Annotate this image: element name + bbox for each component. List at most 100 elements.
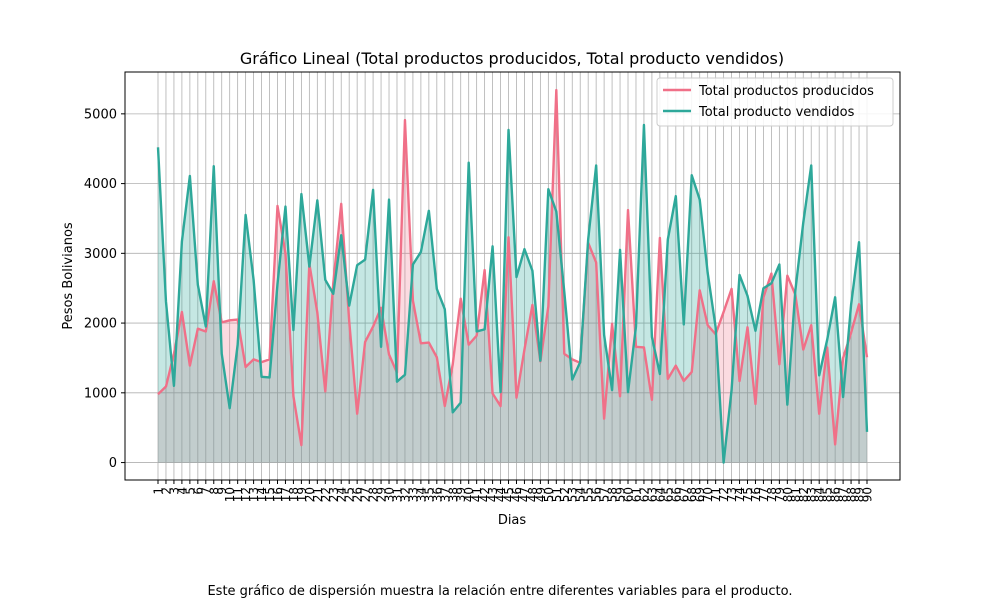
x-tick-label: 66 (669, 487, 683, 502)
x-tick-label: 46 (510, 487, 524, 502)
x-tick-label: 64 (653, 487, 667, 502)
x-tick-label: 6 (191, 487, 205, 495)
series-lines (156, 88, 869, 464)
x-tick-label: 29 (375, 487, 389, 502)
x-tick-label: 36 (430, 487, 444, 502)
series-area-1 (158, 90, 867, 463)
x-tick-label: 33 (406, 487, 420, 502)
legend-box (656, 77, 894, 127)
x-tick-label: 50 (542, 487, 556, 502)
x-tick-label: 38 (446, 487, 460, 502)
x-tick-label: 35 (422, 487, 436, 502)
x-tick-label: 76 (749, 487, 763, 502)
x-tick-label: 34 (414, 487, 428, 502)
series-line-1 (157, 88, 869, 447)
x-tick-label: 52 (558, 487, 572, 502)
x-tick-label: 72 (717, 487, 731, 502)
x-tick-label: 70 (701, 487, 715, 502)
x-tick-label: 79 (773, 487, 787, 502)
x-tick-label: 89 (853, 487, 867, 502)
line-chart: Gráfico Lineal (Total productos producid… (61, 49, 901, 528)
x-tick-label: 10 (223, 487, 237, 502)
y-tick-label: 1000 (84, 386, 117, 401)
x-tick-label: 80 (781, 487, 795, 502)
x-tick-label: 54 (574, 487, 588, 502)
x-tick-label: 8 (207, 487, 221, 495)
x-tick-label: 71 (709, 487, 723, 502)
x-tick-label: 51 (550, 487, 564, 502)
x-tick-label: 17 (279, 487, 293, 502)
x-tick-label: 13 (247, 487, 261, 502)
x-tick-label: 25 (343, 487, 357, 502)
x-tick-label: 1 (152, 487, 166, 495)
x-tick-label: 67 (677, 487, 691, 502)
x-tick-label: 85 (821, 487, 835, 502)
y-tick-label: 2000 (84, 317, 117, 332)
x-tick-label: 82 (797, 487, 811, 502)
x-tick-label: 11 (231, 487, 245, 502)
x-tick-label: 90 (861, 487, 875, 502)
x-tick-label: 32 (398, 487, 412, 502)
x-tick-label: 12 (239, 487, 253, 502)
y-axis-ticks: 0 1000 2000 3000 4000 5000 (84, 107, 125, 471)
x-tick-label: 73 (725, 487, 739, 502)
x-tick-label: 26 (351, 487, 365, 502)
x-tick-label: 61 (629, 487, 643, 502)
x-tick-label: 15 (263, 487, 277, 502)
series-line-2 (156, 123, 869, 464)
y-tick-label: 5000 (84, 107, 117, 122)
x-tick-label: 21 (311, 487, 325, 502)
x-tick-label: 77 (757, 487, 771, 502)
x-tick-label: 69 (693, 487, 707, 502)
x-tick-label: 60 (622, 487, 636, 502)
x-tick-label: 55 (582, 487, 596, 502)
y-axis-label: Pesos Bolivianos (61, 222, 76, 330)
x-tick-label: 62 (637, 487, 651, 502)
x-tick-label: 2 (159, 487, 173, 495)
x-tick-label: 58 (606, 487, 620, 502)
legend: Total productos producidos Total producto… (656, 77, 894, 127)
x-tick-label: 22 (319, 487, 333, 502)
x-axis-label: Dias (498, 513, 527, 528)
x-tick-label: 9 (215, 487, 229, 495)
x-tick-label: 45 (502, 487, 516, 502)
x-tick-label: 37 (438, 487, 452, 502)
x-tick-label: 83 (805, 487, 819, 502)
x-tick-label: 5 (183, 487, 197, 495)
x-tick-label: 74 (733, 487, 747, 502)
x-tick-label: 16 (271, 487, 285, 502)
x-tick-label: 18 (287, 487, 301, 502)
x-tick-label: 88 (845, 487, 859, 502)
x-tick-label: 27 (359, 487, 373, 502)
x-tick-label: 68 (685, 487, 699, 502)
x-tick-label: 20 (303, 487, 317, 502)
x-tick-label: 81 (789, 487, 803, 502)
chart-caption: Este gráfico de dispersión muestra la re… (207, 584, 793, 599)
x-tick-label: 57 (598, 487, 612, 502)
chart-title: Gráfico Lineal (Total productos producid… (240, 49, 784, 68)
y-tick-label: 4000 (84, 177, 117, 192)
x-tick-label: 7 (199, 487, 213, 495)
x-tick-label: 87 (837, 487, 851, 502)
x-tick-label: 78 (765, 487, 779, 502)
x-tick-label: 3 (167, 487, 181, 495)
series-areas (158, 90, 867, 463)
plot-frame (124, 71, 901, 481)
x-tick-label: 86 (829, 487, 843, 502)
y-tick-label: 3000 (84, 247, 117, 262)
x-axis-ticks: 1234567891011121314151617181920212223242… (152, 480, 875, 502)
legend-label: Total producto vendidos (698, 105, 855, 120)
x-tick-label: 28 (367, 487, 381, 502)
x-tick-label: 75 (741, 487, 755, 502)
x-tick-label: 40 (462, 487, 476, 502)
legend-label: Total productos producidos (698, 84, 874, 99)
x-tick-label: 47 (518, 487, 532, 502)
x-tick-label: 31 (390, 487, 404, 502)
x-tick-label: 59 (614, 487, 628, 502)
x-tick-label: 63 (645, 487, 659, 502)
x-tick-label: 42 (478, 487, 492, 502)
x-tick-label: 19 (295, 487, 309, 502)
x-tick-label: 4 (175, 487, 189, 495)
x-tick-label: 49 (534, 487, 548, 502)
x-tick-label: 43 (486, 487, 500, 502)
